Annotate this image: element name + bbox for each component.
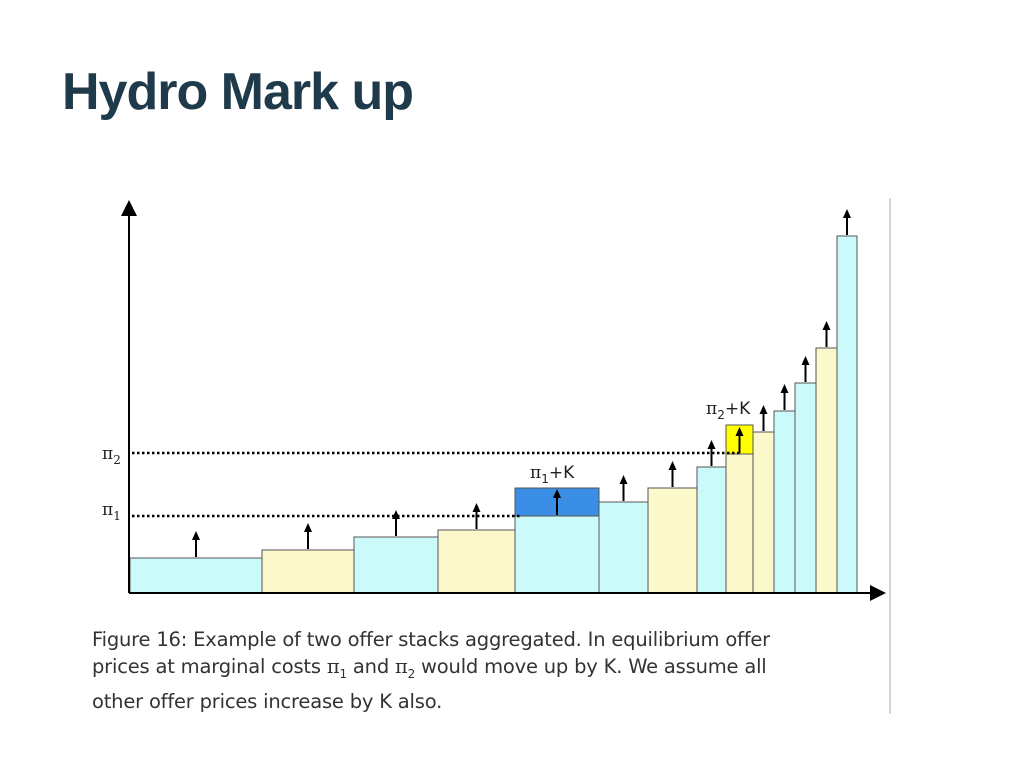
offer-block-4	[437, 529, 516, 594]
up-arrow-head-11	[780, 384, 789, 393]
up-arrow-head-8	[707, 440, 716, 449]
offer-block-11	[773, 410, 796, 594]
offer-block-12	[794, 382, 817, 594]
up-arrow-head-12	[801, 356, 810, 365]
up-arrow-head-14	[843, 209, 851, 218]
annotation-pi2-plus-k: π2+K	[706, 399, 751, 422]
offer-block-6	[598, 501, 649, 594]
up-arrow-head-2	[304, 523, 312, 532]
price-increase-arrows	[192, 209, 851, 557]
caption-line-2: prices at marginal costs π1 and π2 would…	[92, 655, 767, 681]
up-arrow-head-3	[392, 510, 400, 519]
offer-block-2	[261, 549, 355, 594]
y-label-pi1: π1	[102, 500, 121, 523]
up-arrow-head-7	[668, 461, 677, 470]
offer-block-1	[129, 557, 263, 594]
offer-block-8	[696, 466, 727, 594]
up-arrow-head-6	[619, 475, 628, 484]
up-arrow-head-9	[735, 427, 744, 436]
offer-block-13	[815, 347, 838, 594]
offer-block-14	[836, 235, 858, 594]
up-arrow-head-1	[192, 531, 200, 540]
slide-title: Hydro Mark up	[62, 63, 414, 121]
offer-block-5	[514, 515, 600, 594]
offer-blocks	[129, 235, 858, 594]
up-arrow-head-13	[822, 321, 831, 330]
offer-block-3	[353, 536, 439, 594]
caption-line-3: other offer prices increase by K also.	[92, 689, 443, 713]
up-arrow-head-10	[759, 405, 768, 414]
caption-line-1: Figure 16: Example of two offer stacks a…	[92, 628, 771, 651]
offer-block-9	[725, 453, 754, 594]
offer-block-10	[752, 431, 775, 594]
up-arrow-head-5	[553, 489, 561, 498]
up-arrow-head-4	[472, 503, 481, 512]
offer-block-7	[647, 487, 698, 594]
annotation-pi1-plus-k: π1+K	[530, 463, 575, 486]
y-label-pi2: π2	[102, 444, 121, 467]
figure-caption: Figure 16: Example of two offer stacks a…	[92, 626, 892, 715]
